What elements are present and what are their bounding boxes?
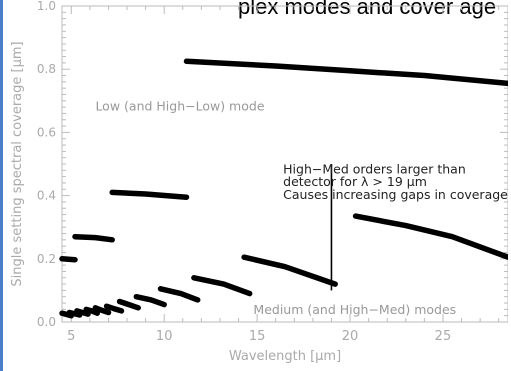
annotation-text: Medium (and High−Med) modes xyxy=(253,302,456,317)
y-tick-label: 0.2 xyxy=(37,252,56,266)
x-tick-label: 25 xyxy=(435,329,452,344)
y-tick-label: 0.4 xyxy=(37,189,56,203)
coverage-segment xyxy=(157,286,201,303)
annotation-text: High−Med orders larger than xyxy=(283,161,466,176)
y-tick-label: 0.6 xyxy=(37,125,56,139)
plot-layer xyxy=(59,58,508,319)
x-tick-label: 15 xyxy=(249,329,266,344)
x-tick-label: 10 xyxy=(156,329,173,344)
x-tick-label: 5 xyxy=(67,329,75,344)
coverage-segment xyxy=(116,298,141,311)
header-fragment-text: plex modes and cover age xyxy=(238,0,497,19)
coverage-segment xyxy=(133,293,167,308)
axes-layer xyxy=(61,5,508,323)
x-tick-label: 20 xyxy=(342,329,359,344)
coverage-segment xyxy=(183,58,508,87)
y-tick-label: 0.8 xyxy=(37,62,56,76)
coverage-segment xyxy=(59,310,75,319)
frame-accent-bar xyxy=(0,0,3,371)
coverage-segment xyxy=(72,233,115,243)
coverage-segment xyxy=(241,254,338,287)
labels-layer: 5 10 15 20 25 0.0 0.2 0.4 0.6 0.8 1.0 Wavelength [μ… xyxy=(10,0,508,364)
coverage-segment xyxy=(352,213,508,260)
coverage-segment xyxy=(92,305,112,316)
y-axis-label: Single setting spectral coverage [μm] xyxy=(10,41,25,286)
coverage-segment xyxy=(59,256,78,263)
x-axis-label: Wavelength [μm] xyxy=(229,349,341,364)
coverage-segment xyxy=(191,275,253,297)
coverage-segment xyxy=(83,306,101,316)
coverage-segment xyxy=(103,303,125,314)
annotation-text: Low (and High−Low) mode xyxy=(95,98,264,113)
coverage-segment xyxy=(109,189,190,200)
y-tick-label: 0.0 xyxy=(37,315,56,329)
y-tick-label: 1.0 xyxy=(37,0,56,13)
coverage-segment xyxy=(74,308,91,317)
annotation-text: detector for λ > 19 μm xyxy=(283,174,427,189)
annotation-text: Causes increasing gaps in coverage xyxy=(283,187,508,202)
